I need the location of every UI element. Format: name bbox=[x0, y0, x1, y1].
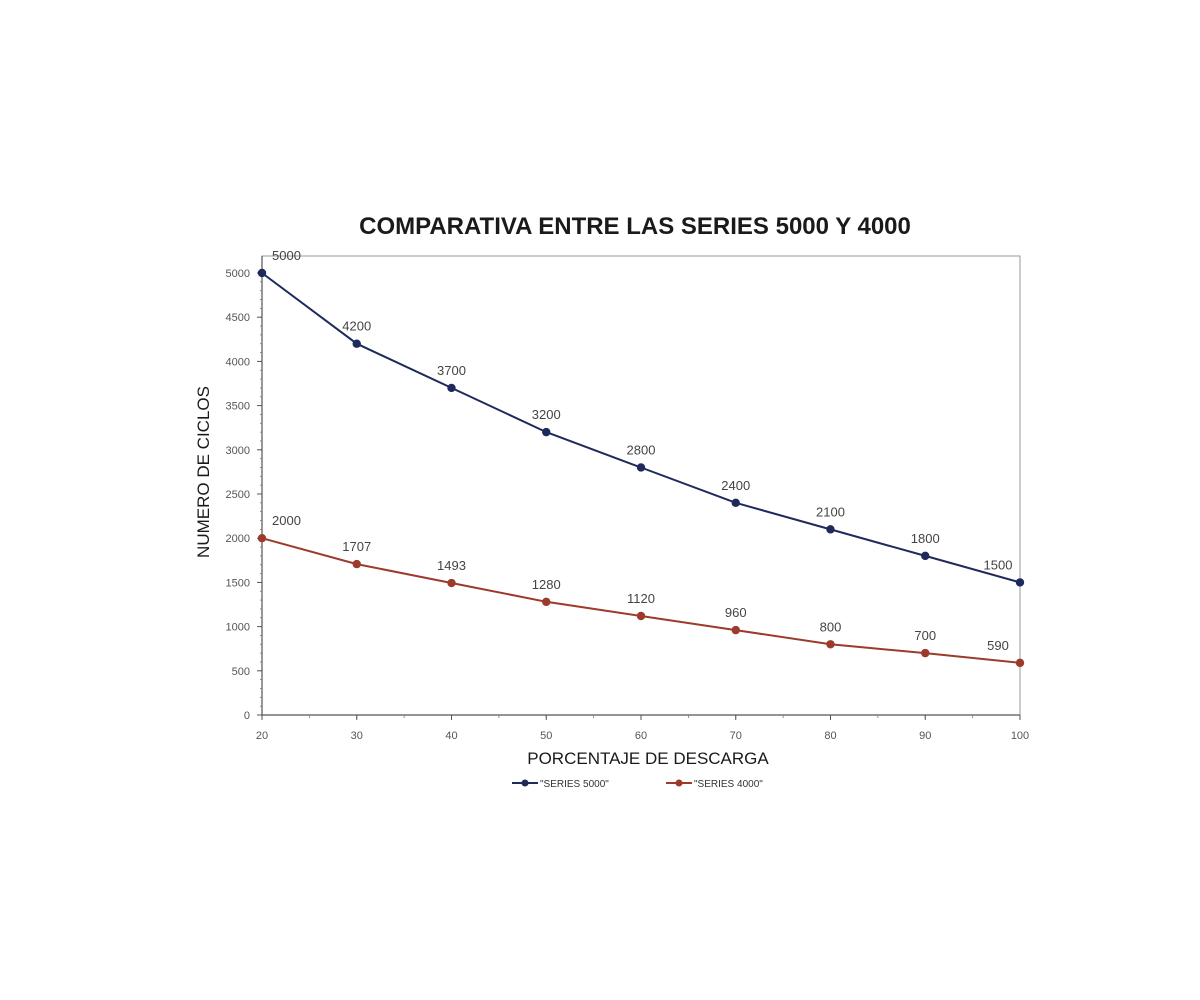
data-point bbox=[826, 640, 835, 649]
y-tick-label: 5000 bbox=[226, 268, 250, 280]
data-label: 4200 bbox=[342, 319, 371, 334]
y-tick-label: 2000 bbox=[226, 533, 250, 545]
data-label: 2800 bbox=[627, 442, 656, 457]
x-tick-label: 100 bbox=[1011, 730, 1029, 742]
y-tick-label: 1500 bbox=[226, 577, 250, 589]
data-point bbox=[542, 427, 551, 437]
y-tick-label: 3000 bbox=[226, 445, 250, 457]
x-axis-label: PORCENTAJE DE DESCARGA bbox=[527, 749, 769, 768]
data-point bbox=[731, 625, 740, 635]
data-label: 1500 bbox=[984, 557, 1013, 572]
data-point bbox=[257, 268, 267, 278]
data-label: 960 bbox=[725, 605, 747, 620]
data-label: 590 bbox=[987, 638, 1009, 653]
data-label: 2400 bbox=[721, 478, 750, 493]
legend-swatch-marker bbox=[675, 779, 683, 787]
data-point bbox=[352, 559, 361, 569]
data-label: 800 bbox=[820, 619, 842, 634]
legend: "SERIES 5000" "SERIES 4000" bbox=[512, 779, 763, 790]
y-axis: 0 500 1000 1500 2000 2500 3000 3500 4000 4500 5000 bbox=[226, 256, 263, 722]
data-label: 1120 bbox=[627, 591, 655, 606]
x-tick-label: 90 bbox=[919, 730, 931, 742]
data-point bbox=[542, 597, 551, 607]
data-point bbox=[731, 498, 740, 508]
x-tick-label: 80 bbox=[824, 730, 836, 742]
data-point bbox=[636, 611, 646, 621]
chart-title: COMPARATIVA ENTRE LAS SERIES 5000 Y 4000 bbox=[359, 213, 911, 240]
y-tick-label: 0 bbox=[244, 710, 250, 722]
legend-swatch-marker bbox=[521, 779, 529, 787]
x-tick-label: 50 bbox=[540, 730, 552, 742]
data-point bbox=[447, 383, 456, 393]
x-tick-label: 60 bbox=[635, 730, 647, 742]
legend-label: "SERIES 4000" bbox=[694, 779, 763, 790]
series-line-1 bbox=[261, 272, 1021, 584]
data-point bbox=[921, 551, 930, 561]
data-point bbox=[257, 534, 267, 543]
data-point bbox=[826, 525, 835, 534]
data-label: 5000 bbox=[272, 248, 301, 263]
y-tick-label: 2500 bbox=[226, 489, 250, 501]
y-tick-label: 3500 bbox=[226, 401, 250, 413]
data-label: 700 bbox=[914, 628, 936, 643]
data-label: 2000 bbox=[272, 513, 301, 528]
data-point bbox=[352, 339, 361, 348]
x-tick-label: 30 bbox=[351, 730, 363, 742]
y-axis-label: NUMERO DE CICLOS bbox=[194, 386, 213, 558]
plot-area-frame bbox=[261, 255, 1021, 716]
legend-label: "SERIES 5000" bbox=[540, 779, 609, 790]
x-tick-label: 20 bbox=[256, 730, 268, 742]
y-tick-label: 4000 bbox=[226, 356, 250, 368]
data-label: 1707 bbox=[342, 539, 371, 554]
y-tick-label: 1000 bbox=[226, 622, 250, 634]
data-label-layer: 5000 4200 3700 3200 2800 2400 2100 1800 1500 2000… bbox=[272, 248, 1012, 653]
data-label: 3200 bbox=[532, 407, 561, 422]
x-tick-label: 40 bbox=[445, 730, 457, 742]
y-tick-label: 500 bbox=[232, 666, 250, 678]
data-point bbox=[1015, 658, 1025, 668]
data-point bbox=[1015, 578, 1025, 587]
data-label: 2100 bbox=[816, 504, 845, 519]
series-layer bbox=[257, 268, 1025, 668]
data-label: 3700 bbox=[437, 363, 466, 378]
data-point bbox=[636, 463, 646, 472]
data-label: 1280 bbox=[532, 577, 561, 592]
data-label: 1493 bbox=[437, 558, 466, 573]
x-tick-label: 70 bbox=[730, 730, 742, 742]
data-point bbox=[447, 578, 456, 588]
y-tick-label: 4500 bbox=[226, 312, 250, 324]
x-axis: 20 30 40 50 60 70 80 90 100 bbox=[256, 714, 1029, 742]
data-label: 1800 bbox=[911, 531, 940, 546]
data-point bbox=[921, 648, 930, 658]
